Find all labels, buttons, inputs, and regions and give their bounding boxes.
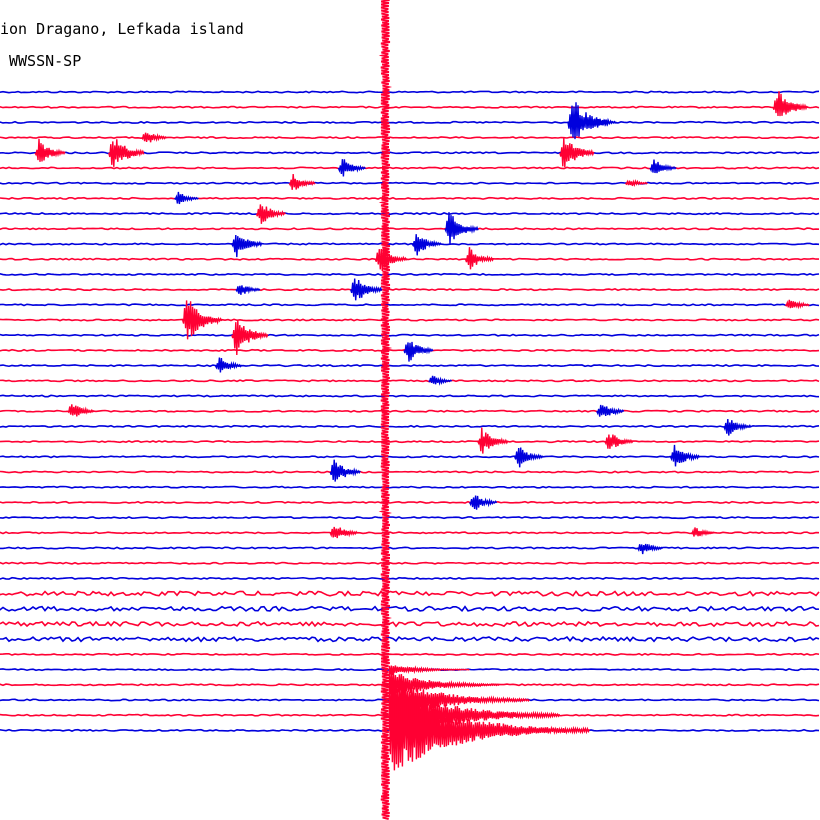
trace-line xyxy=(0,166,820,170)
event-burst xyxy=(173,191,199,205)
event-burst xyxy=(108,139,145,167)
event-burst xyxy=(67,404,95,417)
event-burst xyxy=(669,444,701,467)
trace-line xyxy=(0,635,820,643)
event-group xyxy=(34,91,810,555)
trace-line xyxy=(0,318,820,322)
trace-line xyxy=(0,303,820,307)
main-event-coda xyxy=(388,665,470,675)
trace-line xyxy=(0,181,820,185)
trace-line xyxy=(0,605,820,612)
filter-label: WWSSN-SP xyxy=(9,52,82,70)
event-burst xyxy=(514,447,544,468)
trace-line xyxy=(0,470,820,474)
trace-line xyxy=(0,379,820,383)
trace-line xyxy=(0,120,820,124)
event-burst xyxy=(235,285,261,295)
trace-line xyxy=(0,531,820,535)
trace-line xyxy=(0,288,820,292)
trace-line xyxy=(0,500,820,504)
trace-line xyxy=(0,90,820,94)
trace-line xyxy=(0,242,820,246)
event-burst xyxy=(784,299,810,310)
event-burst xyxy=(329,526,358,539)
trace-line xyxy=(0,196,820,200)
event-burst xyxy=(596,404,625,417)
main-event-band xyxy=(378,0,393,820)
trace-line xyxy=(0,227,820,231)
trace-line xyxy=(0,333,820,337)
event-burst xyxy=(350,278,383,301)
station-title: ion Dragano, Lefkada island xyxy=(0,20,244,38)
trace-group xyxy=(0,90,820,732)
main-event-coda xyxy=(388,691,591,771)
trace-line xyxy=(0,424,820,428)
event-burst xyxy=(255,204,286,224)
main-event-group xyxy=(378,0,591,820)
event-burst xyxy=(723,418,752,436)
event-burst xyxy=(374,248,407,272)
trace-line xyxy=(0,136,820,140)
event-burst xyxy=(428,375,453,386)
event-burst xyxy=(637,543,664,555)
trace-line xyxy=(0,561,820,565)
trace-line xyxy=(0,590,820,597)
event-burst xyxy=(231,234,263,258)
event-burst xyxy=(214,357,242,373)
event-burst xyxy=(690,527,715,537)
trace-line xyxy=(0,257,820,261)
trace-line xyxy=(0,516,820,520)
trace-line xyxy=(0,272,820,276)
event-burst xyxy=(468,495,498,510)
trace-line xyxy=(0,212,820,216)
event-burst xyxy=(288,173,316,190)
trace-line xyxy=(0,546,820,550)
event-burst xyxy=(464,247,495,270)
event-burst xyxy=(592,117,618,128)
trace-line xyxy=(0,409,820,413)
trace-line xyxy=(0,364,820,368)
event-burst xyxy=(444,212,479,245)
trace-line xyxy=(0,105,820,109)
trace-line xyxy=(0,652,820,656)
main-event-coda xyxy=(388,670,500,698)
event-burst xyxy=(477,427,509,454)
trace-line xyxy=(0,485,820,489)
event-burst xyxy=(329,459,361,482)
event-burst xyxy=(231,320,269,356)
event-burst xyxy=(649,159,677,174)
trace-line xyxy=(0,620,820,628)
trace-line xyxy=(0,440,820,444)
event-burst xyxy=(141,132,168,143)
event-burst xyxy=(337,159,366,177)
trace-line xyxy=(0,576,820,580)
event-burst xyxy=(559,138,595,168)
trace-line xyxy=(0,394,820,398)
event-burst xyxy=(181,300,223,340)
event-burst xyxy=(604,434,634,449)
event-burst xyxy=(624,179,648,188)
event-burst xyxy=(411,234,442,256)
event-burst xyxy=(772,91,808,117)
event-burst xyxy=(403,341,434,362)
event-burst xyxy=(34,138,66,162)
